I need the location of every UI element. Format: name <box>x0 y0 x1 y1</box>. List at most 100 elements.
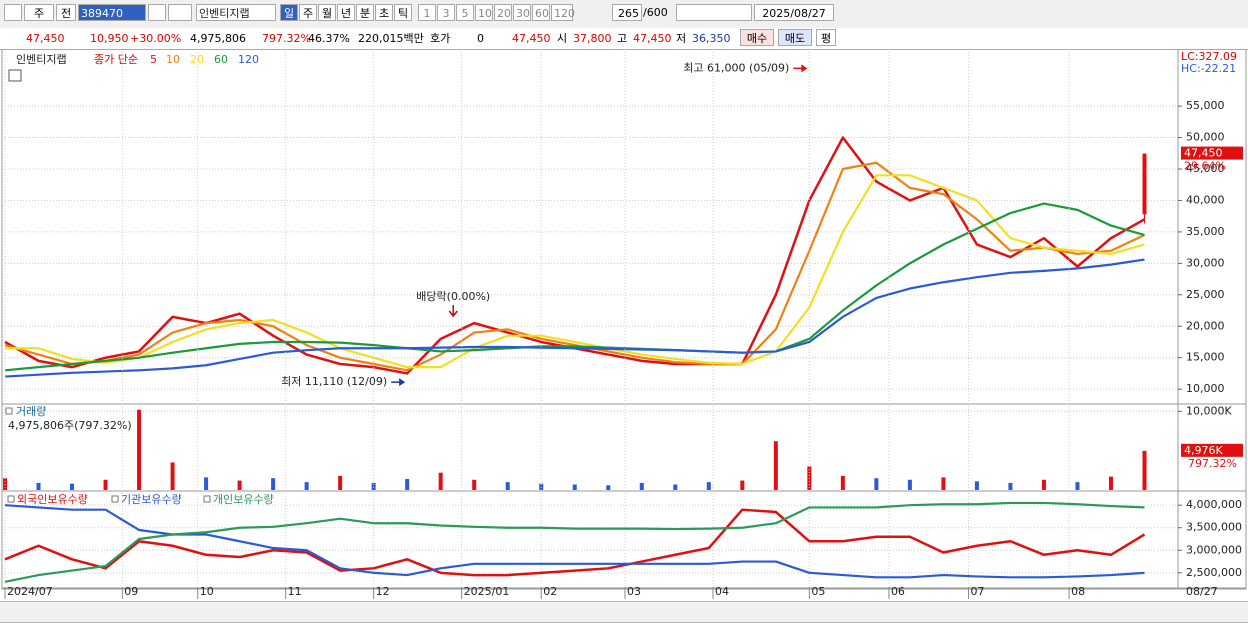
volume-bar <box>103 479 108 490</box>
y-tick-label: 50,000 <box>1186 131 1225 144</box>
x-tick-label: 09 <box>124 585 138 598</box>
interval-button[interactable]: 60 <box>532 4 550 21</box>
y-tick-label: 2,500,000 <box>1186 566 1242 579</box>
x-tick-label: 08 <box>1071 585 1085 598</box>
interval-button[interactable]: 10 <box>475 4 493 21</box>
value-tag-change: 797.32% <box>1188 457 1237 470</box>
series-line <box>4 136 1146 375</box>
volume-bar <box>974 481 979 490</box>
period-button[interactable]: 분 <box>356 4 374 21</box>
interval-button[interactable]: 20 <box>494 4 512 21</box>
series-line <box>4 501 1145 583</box>
high-label: 고 <box>617 32 628 45</box>
period-button[interactable]: 일 <box>280 4 298 21</box>
legend-box <box>203 495 211 503</box>
volume-bar <box>271 478 276 490</box>
series-line <box>4 202 1145 372</box>
period-button[interactable]: 년 <box>337 4 355 21</box>
x-end-label: 08/27 <box>1186 585 1218 598</box>
period-button[interactable]: 주 <box>299 4 317 21</box>
volume-bar <box>137 409 142 490</box>
annotation-arrowhead <box>801 64 808 73</box>
price-tag: 47,450 <box>1184 147 1223 160</box>
legend-box <box>7 495 15 503</box>
volume-bar <box>204 477 209 490</box>
open: 37,800 <box>573 32 612 45</box>
period-button[interactable]: 월 <box>318 4 336 21</box>
y-tick-label: 45,000 <box>1186 162 1225 175</box>
interval-button[interactable]: 1 <box>418 4 436 21</box>
y-tick-label: 30,000 <box>1186 256 1225 269</box>
volume-bar <box>405 478 410 490</box>
y-tick-label: 20,000 <box>1186 319 1225 332</box>
volume-bar <box>1041 479 1046 490</box>
market-select[interactable]: 주 <box>24 4 54 21</box>
plot-frame <box>1 49 1247 590</box>
quote-price: 47,450 <box>512 32 551 45</box>
date-input[interactable]: 2025/08/27 <box>754 4 834 21</box>
x-tick-label: 11 <box>288 585 302 598</box>
value-tag: 4,976K <box>1184 444 1223 457</box>
x-tick-label: 12 <box>376 585 390 598</box>
chart: 55,000 50,000 45,000 40,000 35,000 30,000 25,0… <box>1 49 1247 599</box>
x-tick-label: 05 <box>811 585 825 598</box>
period-button[interactable]: 틱 <box>394 4 412 21</box>
low-label: 저 <box>676 32 687 45</box>
prev-button[interactable]: 전 <box>56 4 76 21</box>
legend-entry: 20 <box>190 53 204 66</box>
search-icon[interactable] <box>148 4 166 21</box>
legend-entry: 외국인보유수량 <box>17 493 88 506</box>
x-tick-label: 2024/07 <box>7 585 53 598</box>
x-tick-label: 03 <box>627 585 641 598</box>
interval-button[interactable]: 30 <box>513 4 531 21</box>
legend-prefix: 종가 단순 <box>94 53 138 66</box>
open-label: 시 <box>557 32 568 45</box>
series-line <box>4 258 1145 378</box>
tool-icons[interactable] <box>676 4 752 21</box>
series-line <box>4 508 1146 577</box>
low: 36,350 <box>692 32 731 45</box>
annotation: 최저 11,110 (12/09) <box>281 375 387 388</box>
volume-bar <box>673 484 678 490</box>
volume-bar <box>572 484 577 490</box>
volume-bar <box>1008 482 1013 490</box>
y-tick-label: 15,000 <box>1186 351 1225 364</box>
series-line <box>4 161 1145 372</box>
interval-button[interactable]: 5 <box>456 4 474 21</box>
interval-button[interactable]: 120 <box>551 4 575 21</box>
price-tag-box <box>1181 146 1243 160</box>
volume-bar <box>907 479 912 490</box>
legend-entry: 10 <box>166 53 180 66</box>
volume-bar <box>170 462 175 490</box>
volume-bar <box>773 441 778 490</box>
interval-button[interactable]: 3 <box>437 4 455 21</box>
volume-bar <box>706 482 711 490</box>
avg-button[interactable]: 평 <box>816 29 836 46</box>
volume-pct: 797.32% <box>262 32 311 45</box>
volume-bar <box>438 472 443 490</box>
menu-icon[interactable] <box>4 4 22 21</box>
price-tag-change: 29.64% <box>1184 160 1226 173</box>
infobar: 47,450 10,950 +30.00% 4,975,806 797.32% … <box>0 28 1248 50</box>
volume-bar <box>941 477 946 490</box>
code-input[interactable]: 389470 <box>78 4 146 21</box>
sell-button[interactable]: 매도 <box>778 29 812 46</box>
annotation-arrowhead <box>399 378 406 387</box>
y-tick-label: 3,500,000 <box>1186 521 1242 534</box>
count-input[interactable]: 265 <box>612 4 642 21</box>
volume-bar <box>237 480 242 490</box>
value-tag-box <box>1181 443 1243 457</box>
volume-bar <box>840 475 845 490</box>
volume-bar <box>539 483 544 490</box>
x-tick-label: 02 <box>543 585 557 598</box>
volume-bar <box>304 482 309 490</box>
y-tick-label: 35,000 <box>1186 225 1225 238</box>
x-tick-label: 07 <box>971 585 985 598</box>
count-max: /600 <box>643 6 668 19</box>
period-button[interactable]: 초 <box>375 4 393 21</box>
scrollbar[interactable] <box>0 601 1248 623</box>
sound-icon[interactable] <box>168 4 192 21</box>
stock-name: 인벤티지랩 <box>196 4 276 21</box>
buy-button[interactable]: 매수 <box>740 29 774 46</box>
